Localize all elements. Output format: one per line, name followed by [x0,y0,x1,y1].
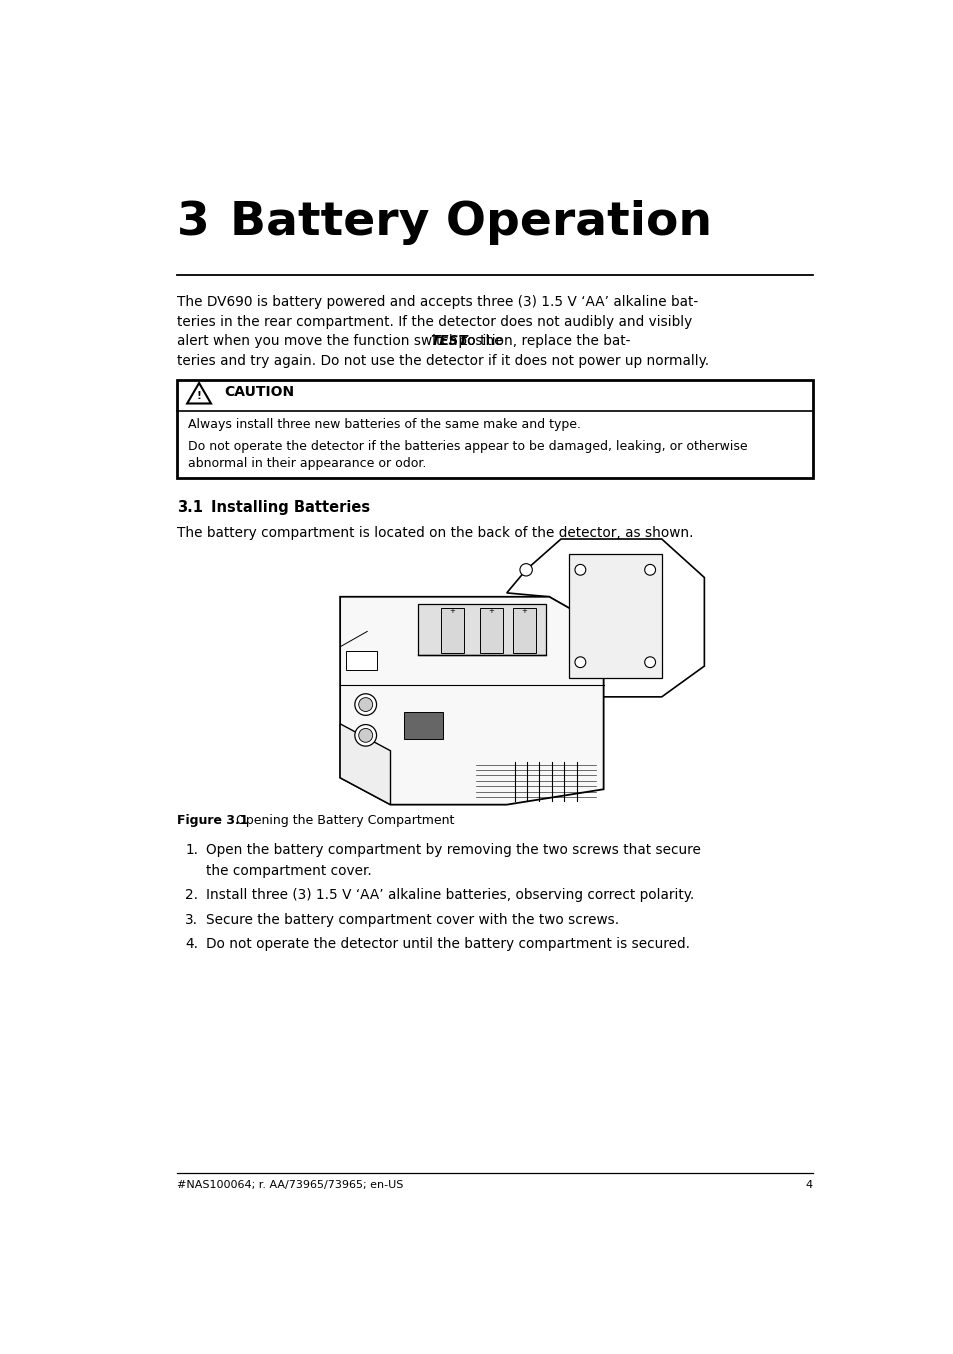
Text: +: + [449,608,455,615]
Text: the compartment cover.: the compartment cover. [206,864,372,877]
Text: 4.: 4. [185,937,198,952]
Text: 3.: 3. [185,913,198,927]
Text: !: ! [196,391,201,402]
Text: CAUTION: CAUTION [224,385,294,398]
Text: teries and try again. Do not use the detector if it does not power up normally.: teries and try again. Do not use the det… [177,353,709,368]
Circle shape [519,563,532,575]
Circle shape [355,724,376,746]
Circle shape [575,565,585,575]
Bar [177,379,812,478]
Circle shape [358,728,373,742]
Text: abnormal in their appearance or odor.: abnormal in their appearance or odor. [188,458,426,470]
Bar [440,608,464,653]
Text: #NAS100064; r. AA/73965/73965; en-US: #NAS100064; r. AA/73965/73965; en-US [177,1181,403,1190]
Bar [404,712,443,739]
Polygon shape [568,554,661,677]
Text: position, replace the bat-: position, replace the bat- [454,334,630,348]
Text: Open the battery compartment by removing the two screws that secure: Open the battery compartment by removing… [206,844,700,857]
Polygon shape [506,539,703,697]
Text: The DV690 is battery powered and accepts three (3) 1.5 V ‘AA’ alkaline bat-: The DV690 is battery powered and accepts… [177,295,698,309]
Text: 2.: 2. [185,888,198,902]
Text: TEST: TEST [430,334,467,348]
Text: Do not operate the detector until the battery compartment is secured.: Do not operate the detector until the ba… [206,937,689,952]
Polygon shape [340,724,390,804]
Polygon shape [187,383,211,403]
Text: +: + [521,608,527,615]
Text: Figure 3.1: Figure 3.1 [177,814,249,827]
Text: Installing Batteries: Installing Batteries [212,500,370,515]
Circle shape [644,657,655,668]
Text: +: + [488,608,494,615]
Circle shape [575,657,585,668]
Bar [513,608,536,653]
Text: Secure the battery compartment cover with the two screws.: Secure the battery compartment cover wit… [206,913,618,927]
Text: alert when you move the function switch to the: alert when you move the function switch … [177,334,507,348]
Text: 3.1: 3.1 [177,500,203,515]
Text: 4: 4 [805,1181,812,1190]
Circle shape [355,693,376,715]
Polygon shape [340,597,603,804]
Text: 3: 3 [177,200,210,245]
Text: teries in the rear compartment. If the detector does not audibly and visibly: teries in the rear compartment. If the d… [177,314,692,329]
Circle shape [358,697,373,711]
Polygon shape [417,604,545,654]
Text: 1.: 1. [185,844,198,857]
Bar [345,651,376,670]
Text: Battery Operation: Battery Operation [230,200,712,245]
Text: Always install three new batteries of the same make and type.: Always install three new batteries of th… [188,418,580,431]
Circle shape [644,565,655,575]
Text: Do not operate the detector if the batteries appear to be damaged, leaking, or o: Do not operate the detector if the batte… [188,440,747,454]
Text: The battery compartment is located on the back of the detector, as shown.: The battery compartment is located on th… [177,525,693,540]
Text: Opening the Battery Compartment: Opening the Battery Compartment [235,814,454,827]
Bar [479,608,502,653]
Text: Install three (3) 1.5 V ‘AA’ alkaline batteries, observing correct polarity.: Install three (3) 1.5 V ‘AA’ alkaline ba… [206,888,694,902]
